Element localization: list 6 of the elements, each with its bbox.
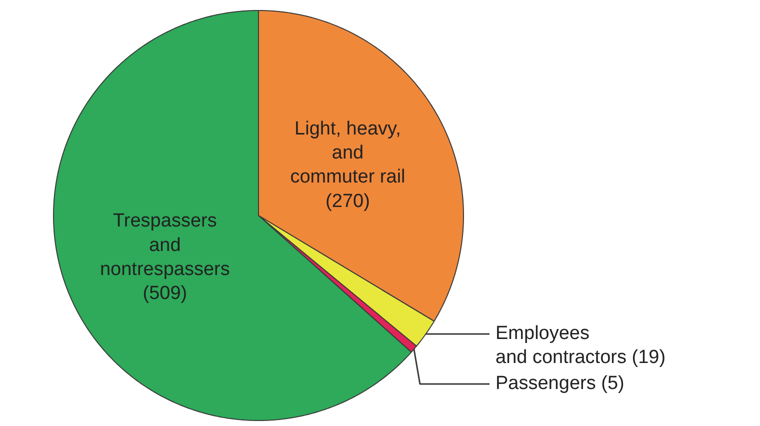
slice-label: Passengers (5)	[496, 372, 624, 394]
slice-label: Light, heavy, and commuter rail	[290, 118, 406, 188]
slice-label: Trespassers and nontrespassers	[100, 210, 230, 280]
data-label: (509)	[142, 283, 188, 304]
slice-label: Employees and contractors (19)	[496, 322, 666, 368]
data-label: (270)	[326, 190, 370, 212]
